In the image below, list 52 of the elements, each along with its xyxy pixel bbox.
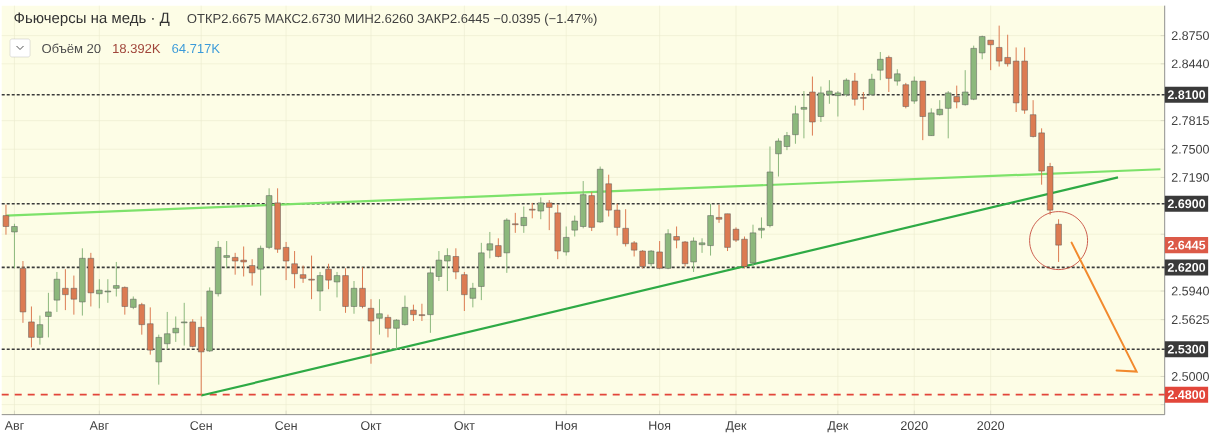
y-tick-label: 2.7500: [1171, 144, 1209, 154]
chart-title: Фьючерсы на медь · Д: [14, 12, 170, 27]
annotation: 18.392K: [113, 43, 161, 54]
ref-line-label: 2.6900: [1167, 199, 1206, 209]
candlestick: [45, 292, 52, 338]
annotation: 64.717K: [172, 43, 220, 54]
x-tick-label: Сен: [190, 421, 212, 431]
candlestick: [563, 226, 570, 257]
text: ОТКР2.6675 МАКС2.6730 МИН2.6260 ЗАКР2.6445 −0.0395 (−1.47%): [187, 13, 597, 26]
candlestick: [902, 82, 909, 109]
candlestick: [546, 199, 553, 231]
candlestick: [291, 250, 298, 289]
candlestick: [800, 90, 808, 139]
candlestick: [622, 208, 629, 247]
x-tick-label: Ноя: [649, 421, 671, 430]
candlestick: [758, 216, 765, 239]
ref-line-label: 2.4800: [1167, 390, 1206, 400]
candlestick: [486, 231, 493, 259]
candlestick: [1055, 218, 1062, 263]
x-tick-label: Сен: [275, 421, 297, 431]
y-tick-label: 2.7190: [1171, 173, 1209, 182]
x-tick-label: 2020: [901, 421, 928, 431]
candlestick: [172, 315, 179, 343]
y-tick-label: 2.5940: [1171, 286, 1209, 296]
x-tick-label: Дек: [827, 421, 849, 433]
candlestick: [868, 73, 875, 97]
candlestick: [792, 105, 799, 145]
x-tick-label: Авг: [89, 421, 109, 430]
y-tick-label: 2.7815: [1171, 116, 1209, 126]
y-tick-label: 2.8440: [1171, 59, 1209, 69]
candlestick: [571, 215, 578, 237]
annotation: 2.6445: [1167, 240, 1206, 250]
candlestick: [860, 91, 867, 111]
annotation: Объём 20: [42, 43, 101, 54]
y-tick-label: 2.8750: [1171, 31, 1209, 41]
ref-line-label: 2.8100: [1167, 90, 1206, 100]
y-tick-label: 2.5625: [1171, 315, 1209, 325]
candlestick: [53, 271, 61, 313]
x-tick-label: Ноя: [555, 421, 577, 430]
candlestick: [614, 203, 621, 237]
x-tick-label: Авг: [4, 421, 24, 430]
x-tick-label: Окт: [361, 421, 382, 431]
ref-line-label: 2.6200: [1167, 262, 1206, 272]
ref-line-label: 2.5300: [1167, 344, 1206, 354]
x-tick-label: Дек: [725, 421, 747, 433]
y-tick-label: 2.5000: [1171, 372, 1209, 381]
candlestick: [164, 311, 171, 350]
candlestick: [282, 241, 290, 281]
x-tick-label: 2020: [977, 421, 1005, 431]
x-tick-label: Окт: [454, 421, 475, 431]
candlestick: [308, 255, 315, 300]
candlestick: [299, 265, 307, 284]
